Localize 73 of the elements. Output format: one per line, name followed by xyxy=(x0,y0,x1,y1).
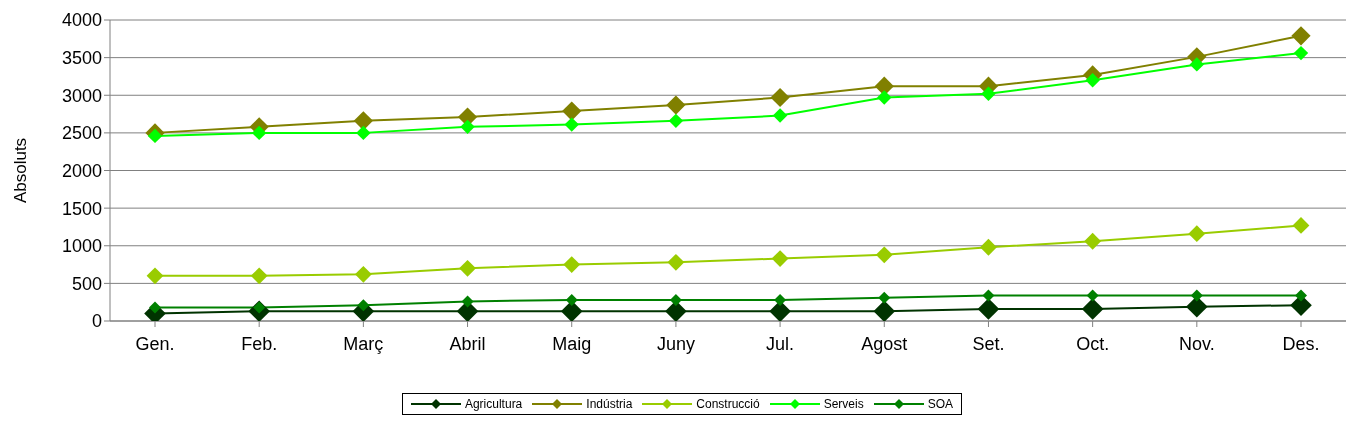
point xyxy=(771,250,789,267)
x-tick-label: Feb. xyxy=(241,333,278,354)
point xyxy=(250,267,268,285)
y-tick-label: 3500 xyxy=(61,48,102,69)
point xyxy=(772,108,788,123)
legend-label: Indústria xyxy=(585,397,633,411)
point xyxy=(564,117,579,132)
x-tick-label: Març xyxy=(343,333,384,354)
point xyxy=(666,95,686,115)
legend-label: Construcció xyxy=(695,397,760,411)
point xyxy=(357,299,370,312)
y-tick-label: 2500 xyxy=(61,123,102,144)
point xyxy=(1086,289,1099,302)
point xyxy=(1084,232,1102,250)
point xyxy=(874,76,894,96)
point xyxy=(873,300,896,321)
legend-label: Agricultura xyxy=(463,397,523,411)
legend-label: Serveis xyxy=(822,397,864,411)
x-tick-label: Gen. xyxy=(135,333,175,354)
point xyxy=(563,256,581,273)
point xyxy=(770,87,790,108)
y-tick-label: 500 xyxy=(71,273,102,294)
point xyxy=(356,125,371,141)
x-tick-label: Oct. xyxy=(1076,333,1110,354)
point xyxy=(877,90,892,105)
point xyxy=(1291,26,1311,46)
point xyxy=(146,267,164,285)
point xyxy=(667,253,685,271)
point xyxy=(147,128,163,144)
point xyxy=(1085,73,1100,88)
point xyxy=(668,113,684,129)
legend-label: SOA xyxy=(926,397,954,411)
y-tick-label: 1500 xyxy=(61,198,102,219)
point xyxy=(251,125,267,141)
point xyxy=(977,298,1000,320)
point xyxy=(1188,225,1206,243)
x-tick-label: Abril xyxy=(449,333,486,354)
point xyxy=(461,295,474,308)
x-tick-label: Set. xyxy=(972,333,1005,354)
point xyxy=(149,301,161,314)
point xyxy=(1292,217,1310,234)
point xyxy=(1293,45,1309,61)
point xyxy=(982,289,995,302)
point xyxy=(460,119,475,135)
x-tick-label: Juny xyxy=(656,333,695,354)
y-tick-label: 0 xyxy=(91,311,102,332)
point xyxy=(980,238,997,256)
point xyxy=(459,259,476,277)
x-tick-label: Agost xyxy=(861,333,908,354)
point xyxy=(875,246,893,264)
point xyxy=(565,293,578,306)
point xyxy=(560,300,583,321)
y-tick-label: 3000 xyxy=(61,85,102,106)
point xyxy=(1081,298,1104,320)
x-tick-label: Jul. xyxy=(766,333,795,354)
point xyxy=(774,293,787,306)
point xyxy=(1190,289,1203,302)
point xyxy=(1189,57,1205,72)
y-tick-label: 4000 xyxy=(61,10,102,31)
point xyxy=(1295,289,1307,302)
point xyxy=(878,291,891,304)
point xyxy=(665,300,687,321)
point xyxy=(981,86,996,101)
point xyxy=(354,265,372,283)
point xyxy=(353,111,373,131)
point xyxy=(769,300,791,321)
y-tick-label: 2000 xyxy=(61,160,102,181)
y-tick-label: 1000 xyxy=(61,236,102,257)
x-tick-label: Nov. xyxy=(1178,333,1215,354)
x-tick-label: Des. xyxy=(1282,333,1320,354)
point xyxy=(562,101,582,121)
y-axis-title: Absoluts xyxy=(11,137,31,204)
x-tick-label: Maig xyxy=(552,333,592,354)
